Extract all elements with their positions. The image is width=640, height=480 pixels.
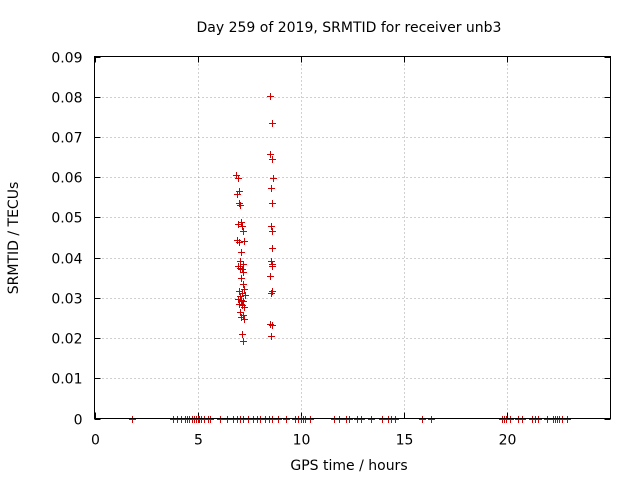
data-point (237, 309, 244, 316)
data-point (217, 416, 224, 423)
data-point (238, 219, 245, 226)
data-point (269, 416, 276, 423)
data-point (275, 416, 282, 423)
tick-label-layer: 0 0.01 0.02 0.03 0.04 0.05 0.06 0.07 0.08 0.09 0 5 1… (51, 51, 516, 449)
data-point (283, 416, 290, 423)
data-point (358, 416, 365, 423)
data-point (507, 416, 514, 423)
data-point (241, 316, 248, 323)
x-tick-label: 5 (194, 433, 203, 449)
y-axis-label: SRMTID / TECUs (6, 182, 22, 295)
data-point (519, 416, 526, 423)
data-point (238, 249, 245, 256)
data-point (236, 188, 243, 195)
data-point (240, 269, 247, 276)
data-point (307, 416, 314, 423)
data-point (535, 416, 542, 423)
data-point (268, 185, 275, 192)
data-point (238, 275, 245, 282)
data-point (207, 416, 214, 423)
data-point (368, 416, 375, 423)
tick-layer (94, 56, 611, 420)
chart-title: Day 259 of 2019, SRMTID for receiver unb… (197, 20, 502, 36)
data-point (240, 228, 247, 235)
data-point (129, 416, 136, 423)
plot-frame (94, 56, 611, 419)
x-tick-label: 10 (293, 433, 311, 449)
x-axis-label: GPS time / hours (290, 458, 407, 474)
data-point (270, 175, 277, 182)
data-point (240, 261, 247, 268)
y-tick-label: 0.06 (51, 171, 82, 187)
data-point (269, 263, 276, 270)
x-tick-label: 15 (396, 433, 414, 449)
y-tick-label: 0 (74, 413, 83, 429)
data-point (269, 156, 276, 163)
data-point (268, 223, 275, 230)
grid-layer (94, 56, 611, 419)
data-point (240, 281, 247, 288)
data-point (241, 286, 248, 293)
data-point (224, 416, 231, 423)
data-point (267, 93, 274, 100)
data-point (239, 331, 246, 338)
data-point (269, 120, 276, 127)
data-point (241, 304, 248, 311)
data-point (392, 416, 399, 423)
data-point (268, 290, 275, 297)
data-point (544, 416, 551, 423)
data-point (419, 416, 426, 423)
data-point (269, 322, 276, 329)
data-point (428, 416, 435, 423)
data-point (240, 338, 247, 345)
data-point (235, 296, 242, 303)
data-point (236, 301, 243, 308)
y-tick-label: 0.02 (51, 332, 82, 348)
y-tick-label: 0.05 (51, 211, 82, 227)
y-tick-label: 0.08 (51, 91, 82, 107)
data-point (237, 202, 244, 209)
data-point (242, 292, 249, 299)
data-point (564, 416, 571, 423)
y-tick-label: 0.07 (51, 131, 82, 147)
y-tick-label: 0.09 (51, 51, 82, 67)
data-point (267, 273, 274, 280)
y-tick-label: 0.01 (51, 372, 82, 388)
data-point (240, 298, 247, 305)
data-point (379, 416, 386, 423)
data-point (336, 416, 343, 423)
data-point (268, 333, 275, 340)
data-point (267, 151, 274, 158)
data-point (239, 266, 246, 273)
data-point (346, 416, 353, 423)
data-point (241, 238, 248, 245)
y-tick-label: 0.03 (51, 292, 82, 308)
x-tick-label: 20 (499, 433, 517, 449)
data-points-layer (129, 93, 571, 423)
data-point (239, 223, 246, 230)
data-point (269, 228, 276, 235)
data-point (236, 239, 243, 246)
x-tick-label: 0 (91, 433, 100, 449)
data-point (269, 245, 276, 252)
data-point (268, 258, 275, 265)
data-point (269, 200, 276, 207)
data-point (235, 175, 242, 182)
data-point (237, 258, 244, 265)
y-tick-label: 0.04 (51, 252, 82, 268)
